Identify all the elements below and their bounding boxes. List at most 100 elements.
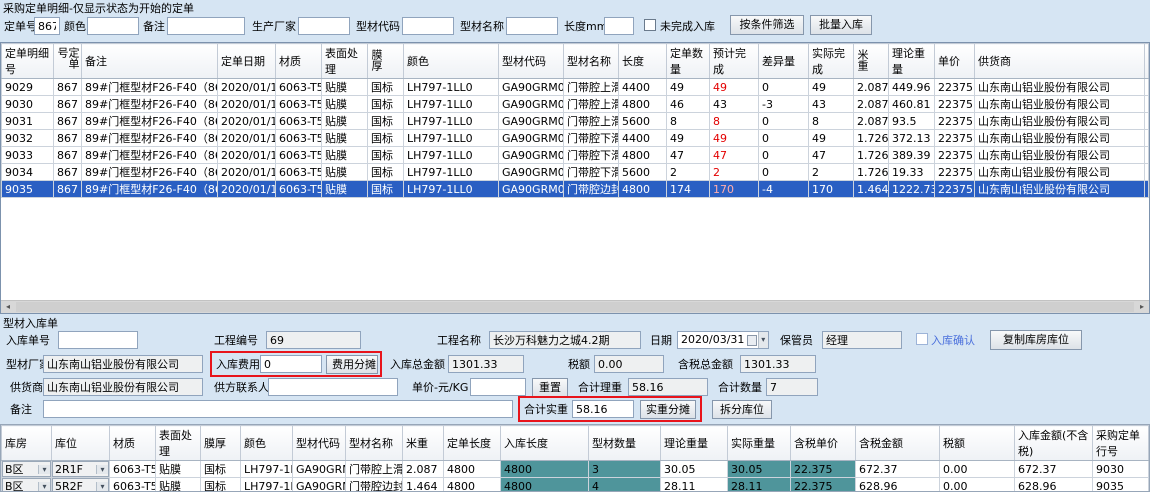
column-header[interactable]: 膜厚: [367, 43, 404, 79]
column-header[interactable]: 库位: [51, 425, 110, 461]
column-header[interactable]: 膜厚: [200, 425, 241, 461]
table-row[interactable]: 903386789#门框型材F26-F40（866+867）2020/01/13…: [1, 146, 1149, 164]
scroll-left-icon[interactable]: ◂: [1, 301, 15, 313]
project-name-input[interactable]: [489, 331, 641, 349]
filter-length-input[interactable]: [604, 17, 634, 35]
column-header[interactable]: 实际重量: [727, 425, 791, 461]
column-header[interactable]: 预计完成: [709, 43, 759, 79]
note-input[interactable]: [43, 400, 513, 418]
total-qty-input[interactable]: [766, 378, 818, 396]
column-header[interactable]: 型材代码: [292, 425, 346, 461]
total-theory-weight-input[interactable]: [628, 378, 708, 396]
total-with-tax-input[interactable]: [740, 355, 816, 373]
column-header[interactable]: 理论重量: [660, 425, 728, 461]
column-header[interactable]: 定单长度: [443, 425, 501, 461]
column-header[interactable]: 入库金额(不含税): [1014, 425, 1093, 461]
table-cell: 1.726: [853, 129, 889, 147]
keeper-input[interactable]: [822, 331, 902, 349]
table-row[interactable]: 903186789#门框型材F26-F40（866+867）2020/01/13…: [1, 112, 1149, 130]
tax-input[interactable]: [594, 355, 664, 373]
column-header[interactable]: 定单日期: [217, 43, 276, 79]
date-picker[interactable]: 2020/03/31 ▾: [677, 331, 769, 349]
split-location-button[interactable]: 拆分库位: [712, 400, 772, 419]
fee-input[interactable]: [260, 355, 322, 373]
project-name-label: 工程名称: [437, 334, 481, 347]
table-row[interactable]: B区▾5R2F▾6063-T5贴膜国标LH797-1LL0GA90GRM05门带…: [1, 477, 1149, 491]
combo-cell[interactable]: 5R2F ▾: [51, 477, 110, 491]
filter-profile-name-input[interactable]: [506, 17, 558, 35]
column-header[interactable]: 入库长度: [500, 425, 589, 461]
filter-order-no-input[interactable]: [34, 17, 60, 35]
combo-cell[interactable]: B区 ▾: [1, 477, 52, 491]
column-header[interactable]: 颜色: [403, 43, 499, 79]
total-actual-weight-input[interactable]: [572, 400, 634, 418]
reset-button[interactable]: 重置: [532, 378, 568, 397]
table-row[interactable]: 903586789#门框型材F26-F40（866+867）2020/01/13…: [1, 180, 1149, 198]
column-header[interactable]: 含税金额: [855, 425, 940, 461]
chevron-down-icon[interactable]: ▾: [38, 464, 50, 474]
table-row[interactable]: 902986789#门框型材F26-F40（866+867）2020/01/13…: [1, 78, 1149, 96]
column-header[interactable]: [1144, 43, 1149, 79]
horizontal-scrollbar[interactable]: ◂ ▸: [1, 300, 1149, 313]
combo-cell[interactable]: 2R1F ▾: [51, 460, 110, 478]
column-header[interactable]: 材质: [109, 425, 156, 461]
chevron-down-icon[interactable]: ▾: [38, 481, 50, 491]
column-header[interactable]: 表面处理: [155, 425, 201, 461]
column-header[interactable]: 米重: [402, 425, 444, 461]
inbound-confirm-checkbox[interactable]: [916, 333, 928, 345]
fee-label: 入库费用: [216, 358, 260, 371]
factory-input[interactable]: [43, 355, 203, 373]
column-header[interactable]: 型材名称: [345, 425, 403, 461]
column-header[interactable]: 定单数量: [666, 43, 710, 79]
column-header[interactable]: 备注: [81, 43, 218, 79]
table-row[interactable]: 903286789#门框型材F26-F40（866+867）2020/01/13…: [1, 129, 1149, 147]
table-row[interactable]: B区▾2R1F▾6063-T5贴膜国标LH797-1LL0GA90GRM03门带…: [1, 460, 1149, 478]
column-header[interactable]: 理论重量: [888, 43, 935, 79]
column-header[interactable]: 实际完成: [808, 43, 854, 79]
column-header[interactable]: 差异量: [758, 43, 809, 79]
chevron-down-icon[interactable]: ▾: [757, 332, 768, 348]
project-no-input[interactable]: [266, 331, 361, 349]
table-cell: LH797-1LL0: [240, 460, 293, 478]
scrollbar-thumb[interactable]: [16, 302, 1134, 312]
fee-share-button[interactable]: 费用分摊: [326, 355, 378, 374]
contact-input[interactable]: [268, 378, 398, 396]
column-header[interactable]: 供货商: [974, 43, 1145, 79]
table-row[interactable]: 903086789#门框型材F26-F40（866+867）2020/01/13…: [1, 95, 1149, 113]
column-header[interactable]: 表面处理: [321, 43, 368, 79]
filter-color-input[interactable]: [87, 17, 139, 35]
column-header[interactable]: 定单号: [53, 43, 82, 79]
column-header[interactable]: 单价: [934, 43, 975, 79]
inbound-no-input[interactable]: [58, 331, 138, 349]
column-header[interactable]: 含税单价: [790, 425, 856, 461]
actual-weight-share-button[interactable]: 实重分摊: [640, 400, 696, 419]
table-cell: 门带腔下滑: [563, 163, 619, 181]
column-header[interactable]: 型材代码: [498, 43, 564, 79]
column-header[interactable]: 采购定单行号: [1092, 425, 1149, 461]
column-header[interactable]: 库房: [1, 425, 52, 461]
column-header[interactable]: 型材数量: [588, 425, 661, 461]
batch-inbound-button[interactable]: 批量入库: [810, 15, 872, 35]
chevron-down-icon[interactable]: ▾: [96, 481, 108, 491]
table-row[interactable]: 903486789#门框型材F26-F40（866+867）2020/01/13…: [1, 163, 1149, 181]
column-header[interactable]: 长度: [618, 43, 667, 79]
filter-manufacturer-input[interactable]: [298, 17, 350, 35]
filter-profile-code-input[interactable]: [402, 17, 454, 35]
column-header[interactable]: 定单明细号: [1, 43, 54, 79]
column-header[interactable]: 颜色: [240, 425, 293, 461]
filter-by-condition-button[interactable]: 按条件筛选: [730, 15, 804, 35]
column-header[interactable]: 米重: [853, 43, 889, 79]
column-header[interactable]: 税额: [939, 425, 1015, 461]
supplier-input[interactable]: [43, 378, 203, 396]
table-cell: 3: [588, 460, 661, 478]
chevron-down-icon[interactable]: ▾: [96, 464, 108, 474]
column-header[interactable]: 型材名称: [563, 43, 619, 79]
copy-location-button[interactable]: 复制库房库位: [990, 330, 1082, 350]
unfinished-checkbox[interactable]: [644, 19, 656, 31]
unit-price-input[interactable]: [470, 378, 526, 396]
scroll-right-icon[interactable]: ▸: [1135, 301, 1149, 313]
combo-cell[interactable]: B区 ▾: [1, 460, 52, 478]
filter-remark-input[interactable]: [167, 17, 245, 35]
total-amount-input[interactable]: [448, 355, 524, 373]
column-header[interactable]: 材质: [275, 43, 322, 79]
